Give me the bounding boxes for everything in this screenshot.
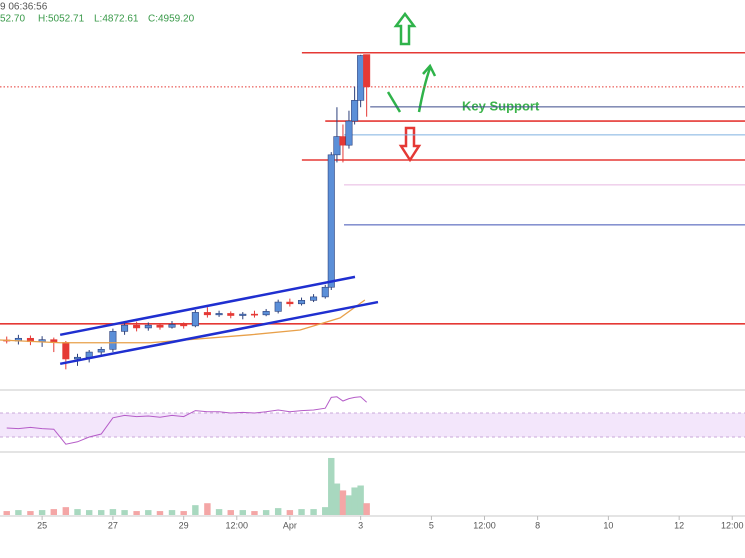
volume-bar: [180, 511, 187, 515]
volume-bar: [145, 510, 152, 515]
volume-bar: [121, 510, 128, 515]
volume-bar: [50, 509, 58, 515]
x-tick-label: 5: [429, 520, 434, 530]
x-tick-label: 12:00: [473, 520, 496, 530]
volume-bar: [357, 485, 364, 515]
trend-stroke: [386, 91, 402, 113]
volume-bar: [286, 510, 294, 515]
volume-bar: [251, 511, 258, 515]
volume-bar: [133, 511, 140, 515]
channel-line: [59, 300, 379, 366]
candle-body: [109, 331, 117, 350]
drawings: [386, 11, 437, 163]
x-tick-label: 29: [179, 520, 189, 530]
volume-bar: [192, 505, 199, 515]
candle-body: [180, 324, 188, 327]
candle-body: [168, 324, 176, 328]
candle-body: [363, 54, 371, 88]
annotation: Key Support: [462, 98, 540, 113]
volume-bar: [74, 509, 81, 515]
moving-average: [0, 299, 366, 344]
volume-bar: [156, 511, 164, 515]
candle-body: [327, 154, 335, 288]
header-high: H:5052.71: [38, 14, 85, 25]
candle-body: [310, 296, 318, 301]
candle-body: [133, 324, 141, 329]
candle-body: [73, 356, 82, 360]
curved-arrow: [417, 67, 432, 113]
volume-bar: [274, 508, 282, 515]
x-tick-label: 25: [37, 520, 47, 530]
candle-body: [357, 55, 365, 101]
volume-bar: [98, 510, 105, 515]
volume-bar: [328, 457, 335, 515]
arrow-head: [422, 63, 437, 77]
candle-body: [62, 342, 70, 360]
x-tick-label: 27: [108, 520, 118, 530]
x-tick-label: 12: [674, 520, 684, 530]
candle-body: [227, 313, 235, 316]
header-close: C:4959.20: [148, 14, 195, 25]
x-tick-label: 8: [535, 520, 540, 530]
volume-bar: [215, 509, 223, 515]
volume-bar: [262, 510, 270, 515]
candle-body: [274, 301, 282, 312]
volume-bar: [38, 510, 46, 515]
candle-body: [250, 313, 258, 316]
x-tick-label: 12:00: [226, 520, 249, 530]
volume-bar: [27, 511, 34, 515]
volume-bar: [204, 503, 211, 515]
volume-bar: [3, 511, 10, 515]
volume-bar: [310, 509, 317, 515]
candle-body: [215, 313, 223, 316]
down-arrow: [398, 126, 422, 163]
volume-bar: [85, 510, 93, 515]
volume-bar: [239, 510, 247, 515]
candle-body: [339, 136, 347, 146]
volume-bar: [227, 510, 234, 515]
rsi-band: [0, 413, 745, 437]
volume-bar: [345, 495, 353, 515]
x-tick-label: 3: [358, 520, 363, 530]
volume-bar: [351, 487, 358, 515]
candle-body: [351, 100, 359, 122]
candle-body: [298, 300, 306, 305]
header-open: 52.70: [0, 14, 25, 25]
candle-body: [203, 312, 211, 316]
channel-line: [59, 275, 356, 337]
volume-bar: [322, 507, 329, 515]
volume-bar: [363, 503, 370, 515]
candle-body: [121, 324, 129, 332]
x-tick-label: 10: [603, 520, 613, 530]
candle-body: [262, 311, 270, 316]
up-arrow: [393, 11, 417, 46]
volume-bar: [15, 510, 22, 515]
candle-body: [97, 349, 105, 353]
rsi-line: [6, 396, 367, 445]
header-time: 9 06:36:56: [0, 2, 48, 13]
volume-bar: [333, 483, 341, 515]
candle-body: [286, 301, 294, 305]
candle-body: [156, 324, 164, 328]
candle-body: [239, 313, 247, 316]
volume-bar: [339, 490, 347, 515]
volume-bar: [109, 509, 117, 515]
volume-bar: [298, 509, 305, 515]
candle-body: [333, 136, 341, 156]
x-tick-label: 12:00: [721, 520, 744, 530]
x-tick-label: Apr: [283, 520, 297, 530]
candle-body: [321, 286, 329, 298]
candle-body: [345, 120, 353, 146]
candle-body: [144, 324, 152, 329]
candle-body: [191, 312, 199, 327]
volume-bar: [62, 507, 70, 515]
volume-bar: [168, 510, 176, 515]
header-low: L:4872.61: [94, 14, 139, 25]
